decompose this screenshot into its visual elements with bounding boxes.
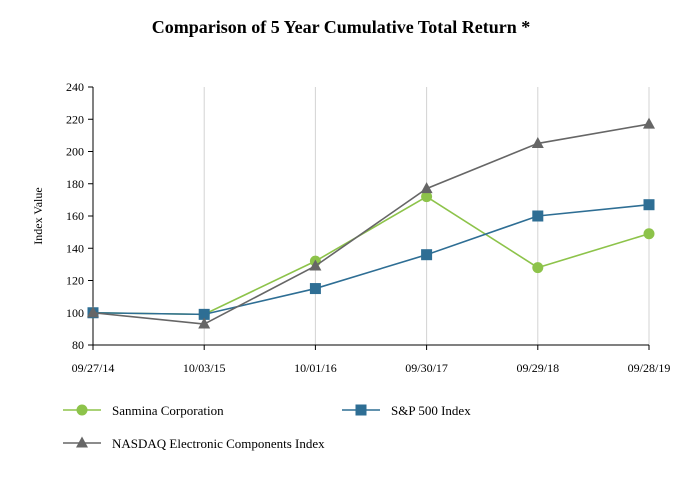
grid-layer [203, 87, 650, 345]
legend-label-s-p-500-index: S&P 500 Index [391, 403, 471, 418]
axes-layer: 80 100 120 140 160 180 200 220 240 09/27/14 10/03/… [66, 80, 670, 375]
x-tick-label: 09/27/14 [72, 361, 115, 375]
data-point-s-p-500-index [532, 210, 544, 222]
x-tick-label: 09/30/17 [405, 361, 448, 375]
legend-marker-sanmina-corporation [76, 404, 88, 416]
y-tick-label: 160 [66, 209, 84, 223]
data-point-sanmina-corporation [643, 228, 655, 240]
y-tick-label: 200 [66, 145, 84, 159]
data-point-sanmina-corporation [421, 191, 433, 203]
chart-title: Comparison of 5 Year Cumulative Total Re… [152, 17, 531, 37]
data-point-s-p-500-index [421, 249, 433, 261]
series-line-nasdaq-electronic-components-index [92, 123, 650, 325]
y-tick-label: 220 [66, 112, 84, 126]
data-point-nasdaq-electronic-components-index [420, 182, 433, 194]
legend-label-sanmina-corporation: Sanmina Corporation [112, 403, 224, 418]
y-axis-label: Index Value [31, 187, 45, 244]
y-tick-label: 120 [66, 274, 84, 288]
x-tick-label: 10/01/16 [294, 361, 337, 375]
data-point-nasdaq-electronic-components-index [643, 117, 655, 129]
legend-label-nasdaq-electronic-components-index: NASDAQ Electronic Components Index [112, 436, 325, 451]
x-tick-label: 10/03/15 [183, 361, 226, 375]
data-point-nasdaq-electronic-components-index [87, 306, 99, 318]
data-point-s-p-500-index [198, 308, 210, 320]
data-point-sanmina-corporation [532, 262, 544, 274]
x-tick-label: 09/28/19 [628, 361, 671, 375]
x-tick-label: 09/29/18 [516, 361, 559, 375]
series-line-sanmina-corporation [92, 195, 650, 316]
data-point-nasdaq-electronic-components-index [309, 259, 322, 271]
y-tick-label: 100 [66, 306, 84, 320]
data-point-nasdaq-electronic-components-index [531, 136, 544, 148]
series-layer [87, 117, 655, 329]
data-point-s-p-500-index [309, 283, 321, 295]
legend-marker-nasdaq-electronic-components-index [76, 436, 88, 448]
data-point-nasdaq-electronic-components-index [198, 317, 211, 329]
series-line-s-p-500-index [92, 203, 650, 316]
legend-marker-s-p-500-index [355, 404, 367, 416]
y-tick-label: 140 [66, 241, 84, 255]
y-tick-label: 80 [72, 338, 84, 352]
legend-layer: Sanmina Corporation S&P 500 Index NASDAQ E… [63, 403, 471, 451]
data-point-s-p-500-index [643, 199, 655, 211]
y-tick-label: 180 [66, 177, 84, 191]
y-tick-label: 240 [66, 80, 84, 94]
